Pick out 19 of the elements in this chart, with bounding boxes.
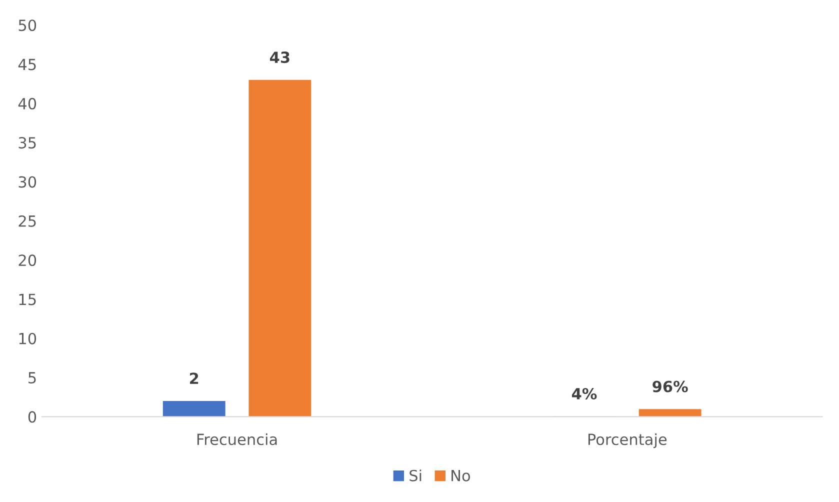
x-tick-label: Porcentaje [588,433,667,448]
y-tick-label: 45 [18,58,36,70]
y-tick-label: 15 [19,294,36,306]
data-label: 96% [652,380,688,392]
y-tick-label: 50 [18,20,36,32]
y-tick-label: 35 [18,137,36,149]
y-tick-label: 30 [18,176,36,188]
legend-label: Si [410,470,422,482]
data-label: 43 [270,52,290,64]
y-tick-label: 20 [18,254,36,266]
y-tick-label: 5 [28,372,36,384]
data-label: 2 [190,372,198,384]
y-tick-label: 10 [19,332,36,344]
legend-label: No [452,470,470,482]
y-tick-label: 0 [28,411,36,423]
data-label: 4% [572,388,597,400]
y-tick-label: 40 [18,98,36,110]
x-tick-label: Frecuencia [197,433,277,446]
y-tick-label: 25 [18,215,36,227]
